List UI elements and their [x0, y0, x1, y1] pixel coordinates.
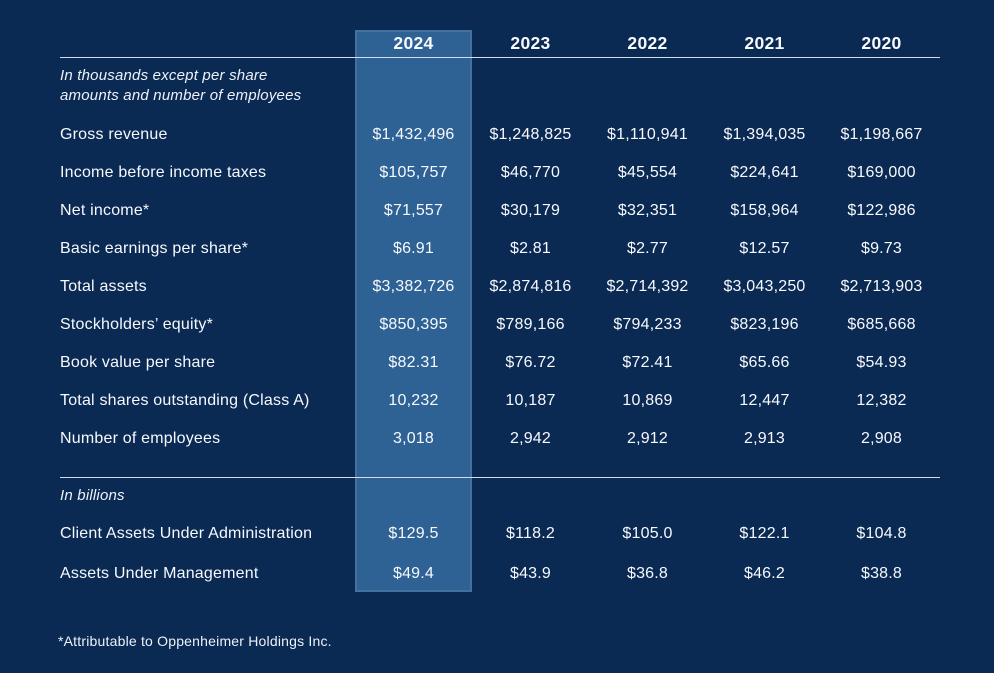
- row-label: Assets Under Management: [60, 565, 259, 582]
- value-cell: $169,000: [847, 164, 916, 181]
- value-cell: $1,394,035: [723, 126, 806, 143]
- value-cell: $3,382,726: [372, 278, 455, 295]
- value-cell: $850,395: [379, 316, 448, 333]
- value-cell: $3,043,250: [723, 278, 806, 295]
- table-row: Book value per share $82.31 $76.72 $72.41 $6…: [60, 344, 940, 382]
- section-thousands-rows: Gross revenue $1,432,496 $1,248,825 $1,110,…: [60, 116, 940, 458]
- value-cell: 10,232: [388, 392, 439, 409]
- row-label: Net income*: [60, 202, 150, 219]
- value-cell: 2,942: [509, 430, 552, 447]
- value-cell: $224,641: [730, 164, 799, 181]
- value-cell: $2,874,816: [489, 278, 572, 295]
- footnote: *Attributable to Oppenheimer Holdings In…: [58, 633, 332, 649]
- table-row: Client Assets Under Administration $129.5…: [60, 514, 940, 554]
- value-cell: $72.41: [622, 354, 673, 371]
- table-header-row: 2024 2023 2022 2021 2020: [60, 30, 940, 58]
- row-label: Income before income taxes: [60, 164, 267, 181]
- value-cell: $54.93: [856, 354, 907, 371]
- value-cell: $1,198,667: [840, 126, 923, 143]
- value-cell: 12,447: [739, 392, 790, 409]
- value-cell: 3,018: [392, 430, 435, 447]
- year-header-2022: 2022: [627, 33, 668, 53]
- row-label: Gross revenue: [60, 126, 168, 143]
- value-cell: $122.1: [739, 525, 790, 542]
- value-cell: $823,196: [730, 316, 799, 333]
- table-row: Basic earnings per share* $6.91 $2.81 $2.77…: [60, 230, 940, 268]
- value-cell: 10,869: [622, 392, 673, 409]
- unit-note-line-2: amounts and number of employees: [60, 87, 302, 104]
- table-row: Number of employees 3,018 2,942 2,912 2,913 2…: [60, 420, 940, 458]
- year-header-2020: 2020: [861, 33, 902, 53]
- row-label: Number of employees: [60, 430, 221, 447]
- value-cell: 2,912: [626, 430, 669, 447]
- table-row: Total shares outstanding (Class A) 10,232…: [60, 382, 940, 420]
- row-label: Total shares outstanding (Class A): [60, 392, 310, 409]
- row-label: Stockholders’ equity*: [60, 316, 214, 333]
- table-row: Stockholders’ equity* $850,395 $789,166 $79…: [60, 306, 940, 344]
- value-cell: $6.91: [392, 240, 435, 257]
- section-divider-line: [60, 458, 940, 478]
- value-cell: 2,913: [743, 430, 786, 447]
- value-cell: $104.8: [856, 525, 907, 542]
- value-cell: $2,713,903: [840, 278, 923, 295]
- value-cell: $9.73: [860, 240, 903, 257]
- value-cell: $2,714,392: [606, 278, 689, 295]
- value-cell: $2.77: [626, 240, 669, 257]
- table-row: Assets Under Management $49.4 $43.9 $36.8 $4…: [60, 554, 940, 594]
- value-cell: $71,557: [383, 202, 444, 219]
- value-cell: $38.8: [860, 565, 903, 582]
- value-cell: $1,248,825: [489, 126, 572, 143]
- value-cell: $30,179: [500, 202, 561, 219]
- table-row: Income before income taxes $105,757 $46,77…: [60, 154, 940, 192]
- value-cell: $43.9: [509, 565, 552, 582]
- value-cell: 10,187: [505, 392, 556, 409]
- value-cell: $32,351: [617, 202, 678, 219]
- value-cell: $105.0: [622, 525, 673, 542]
- value-cell: $49.4: [392, 565, 435, 582]
- table-row: Total assets $3,382,726 $2,874,816 $2,714,3…: [60, 268, 940, 306]
- value-cell: $685,668: [847, 316, 916, 333]
- value-cell: $82.31: [388, 354, 439, 371]
- value-cell: $122,986: [847, 202, 916, 219]
- value-cell: $105,757: [379, 164, 448, 181]
- value-cell: $76.72: [505, 354, 556, 371]
- value-cell: $1,432,496: [372, 126, 455, 143]
- value-cell: $158,964: [730, 202, 799, 219]
- unit-note-line-1: In thousands except per share: [60, 67, 268, 84]
- table-row: Net income* $71,557 $30,179 $32,351 $158,964…: [60, 192, 940, 230]
- value-cell: $2.81: [509, 240, 552, 257]
- financial-highlights-table: 2024 2023 2022 2021 2020 In thousands except…: [60, 30, 940, 594]
- unit-note-billions-row: In billions: [60, 478, 940, 514]
- value-cell: $12.57: [739, 240, 790, 257]
- value-cell: $118.2: [506, 525, 555, 542]
- row-label: Basic earnings per share*: [60, 240, 249, 257]
- value-cell: $129.5: [388, 525, 439, 542]
- row-label: Book value per share: [60, 354, 216, 371]
- value-cell: $45,554: [617, 164, 678, 181]
- value-cell: $1,110,941: [607, 126, 688, 143]
- value-cell: $65.66: [739, 354, 790, 371]
- value-cell: 2,908: [860, 430, 903, 447]
- unit-note-billions: In billions: [60, 487, 125, 504]
- section-billions-rows: Client Assets Under Administration $129.5…: [60, 514, 940, 594]
- value-cell: $46,770: [500, 164, 561, 181]
- value-cell: $789,166: [496, 316, 565, 333]
- value-cell: $36.8: [626, 565, 669, 582]
- unit-note-thousands: In thousands except per share amounts an…: [60, 58, 940, 116]
- value-cell: $46.2: [743, 565, 786, 582]
- row-label: Total assets: [60, 278, 147, 295]
- highlighted-year-column-band: [355, 30, 472, 592]
- year-header-2021: 2021: [744, 33, 785, 53]
- year-header-2023: 2023: [510, 33, 551, 53]
- value-cell: $794,233: [613, 316, 682, 333]
- year-header-2024: 2024: [393, 33, 434, 53]
- table-row: Gross revenue $1,432,496 $1,248,825 $1,110,…: [60, 116, 940, 154]
- row-label: Client Assets Under Administration: [60, 525, 313, 542]
- value-cell: 12,382: [856, 392, 907, 409]
